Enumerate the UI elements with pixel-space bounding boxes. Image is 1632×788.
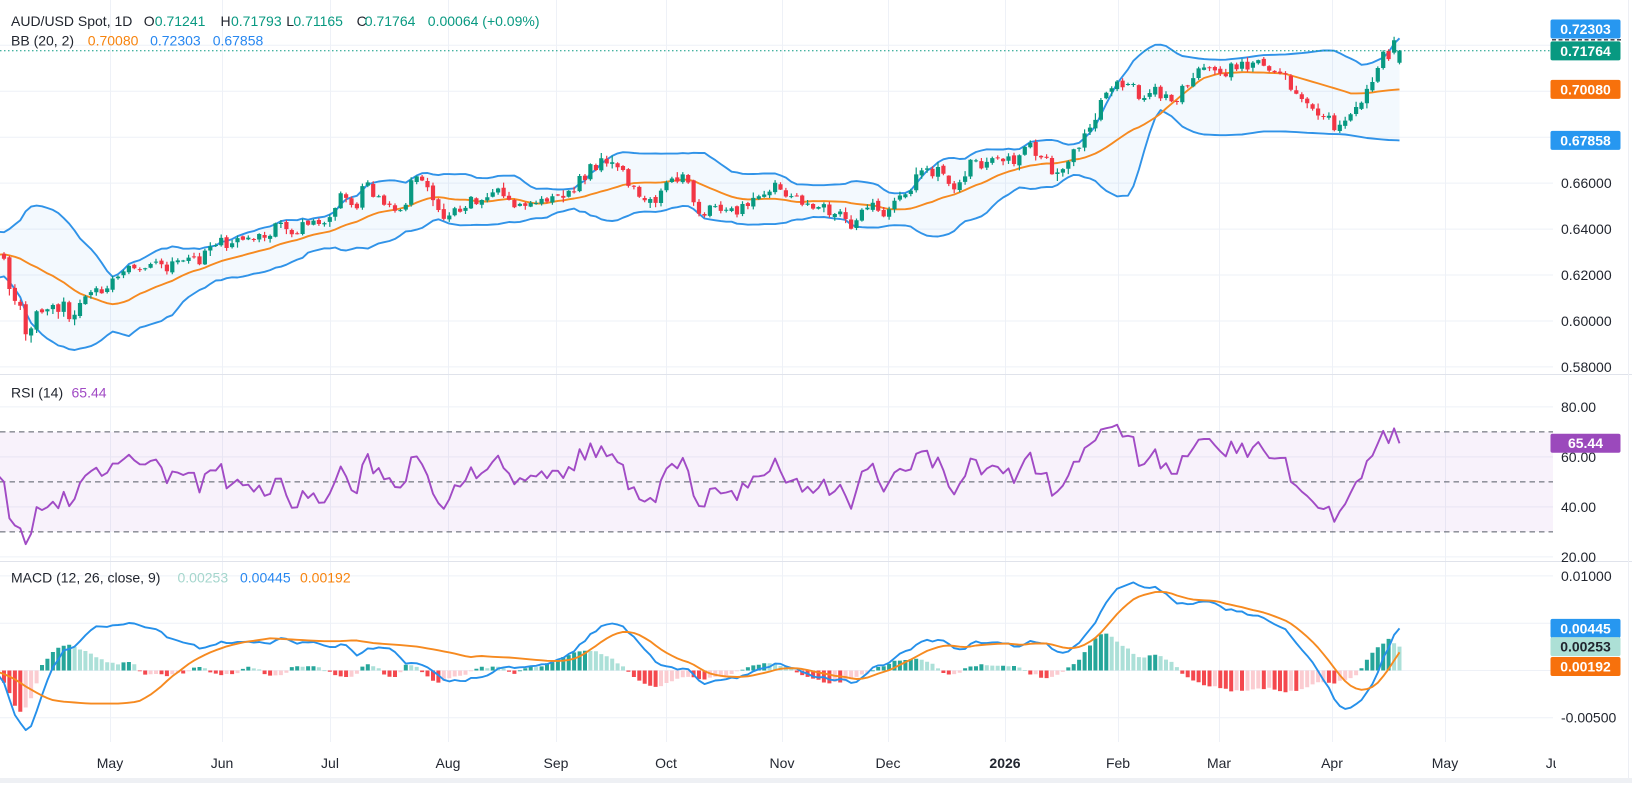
svg-text:0.71793: 0.71793 <box>231 13 282 29</box>
svg-text:Mar: Mar <box>1207 755 1231 771</box>
svg-text:Jun: Jun <box>211 755 234 771</box>
svg-text:0.71764: 0.71764 <box>365 13 416 29</box>
svg-text:May: May <box>97 755 123 771</box>
svg-text:0.71764: 0.71764 <box>1560 43 1611 59</box>
svg-text:0.70080: 0.70080 <box>88 33 139 49</box>
svg-text:2026: 2026 <box>989 755 1020 771</box>
svg-text:0.70080: 0.70080 <box>1560 81 1611 97</box>
svg-text:40.00: 40.00 <box>1561 499 1596 515</box>
svg-text:Oct: Oct <box>655 755 677 771</box>
svg-text:0.64000: 0.64000 <box>1561 221 1612 237</box>
svg-text:Jun: Jun <box>1546 755 1569 771</box>
svg-text:0.72303: 0.72303 <box>150 33 201 49</box>
svg-text:Sep: Sep <box>544 755 569 771</box>
svg-text:0.72303: 0.72303 <box>1560 21 1611 37</box>
svg-text:0.00064 (+0.09%): 0.00064 (+0.09%) <box>428 13 540 29</box>
svg-text:0.60000: 0.60000 <box>1561 313 1612 329</box>
svg-text:0.00253: 0.00253 <box>178 570 229 586</box>
svg-text:20.00: 20.00 <box>1561 549 1596 565</box>
svg-text:-0.00500: -0.00500 <box>1561 710 1616 726</box>
svg-text:0.00192: 0.00192 <box>300 570 351 586</box>
svg-text:0.71241: 0.71241 <box>155 13 206 29</box>
svg-text:L: L <box>286 13 294 29</box>
svg-text:O: O <box>144 13 155 29</box>
svg-text:0.62000: 0.62000 <box>1561 267 1612 283</box>
svg-text:RSI (14): RSI (14) <box>11 385 63 401</box>
svg-text:0.66000: 0.66000 <box>1561 175 1612 191</box>
svg-text:Apr: Apr <box>1321 755 1343 771</box>
svg-text:Jul: Jul <box>321 755 339 771</box>
svg-text:H: H <box>221 13 231 29</box>
svg-text:0.01000: 0.01000 <box>1561 568 1612 584</box>
svg-text:May: May <box>1432 755 1458 771</box>
svg-text:0.00445: 0.00445 <box>1560 620 1611 636</box>
svg-text:AUD/USD Spot, 1D: AUD/USD Spot, 1D <box>11 13 132 29</box>
svg-text:MACD (12, 26, close, 9): MACD (12, 26, close, 9) <box>11 570 160 586</box>
svg-text:Feb: Feb <box>1106 755 1130 771</box>
svg-text:0.00192: 0.00192 <box>1560 658 1611 674</box>
svg-text:0.71165: 0.71165 <box>293 13 343 29</box>
svg-text:Aug: Aug <box>436 755 461 771</box>
svg-text:0.00253: 0.00253 <box>1560 639 1611 655</box>
svg-text:Nov: Nov <box>770 755 795 771</box>
svg-text:0.00445: 0.00445 <box>240 570 291 586</box>
svg-text:0.67858: 0.67858 <box>1560 132 1611 148</box>
svg-text:0.58000: 0.58000 <box>1561 359 1612 375</box>
svg-text:65.44: 65.44 <box>72 385 107 401</box>
svg-text:80.00: 80.00 <box>1561 399 1596 415</box>
svg-text:0.67858: 0.67858 <box>213 33 264 49</box>
svg-text:C: C <box>357 13 367 29</box>
svg-text:BB (20, 2): BB (20, 2) <box>11 33 74 49</box>
svg-text:Dec: Dec <box>876 755 901 771</box>
svg-text:65.44: 65.44 <box>1568 435 1603 451</box>
